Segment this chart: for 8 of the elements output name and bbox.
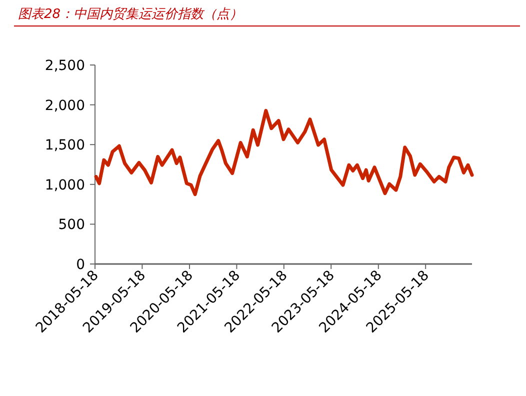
y-tick-label: 1,500 [44, 138, 85, 154]
line-series [94, 108, 474, 196]
chart-title: 图表28：中国内贸集运运价指数（点） [18, 7, 243, 22]
y-tick-label: 500 [58, 217, 85, 234]
y-tick-label: 0 [76, 257, 85, 273]
y-tick-label: 2,500 [44, 58, 85, 74]
y-tick-label: 2,000 [44, 98, 85, 114]
y-tick-label: 1,000 [44, 177, 85, 194]
